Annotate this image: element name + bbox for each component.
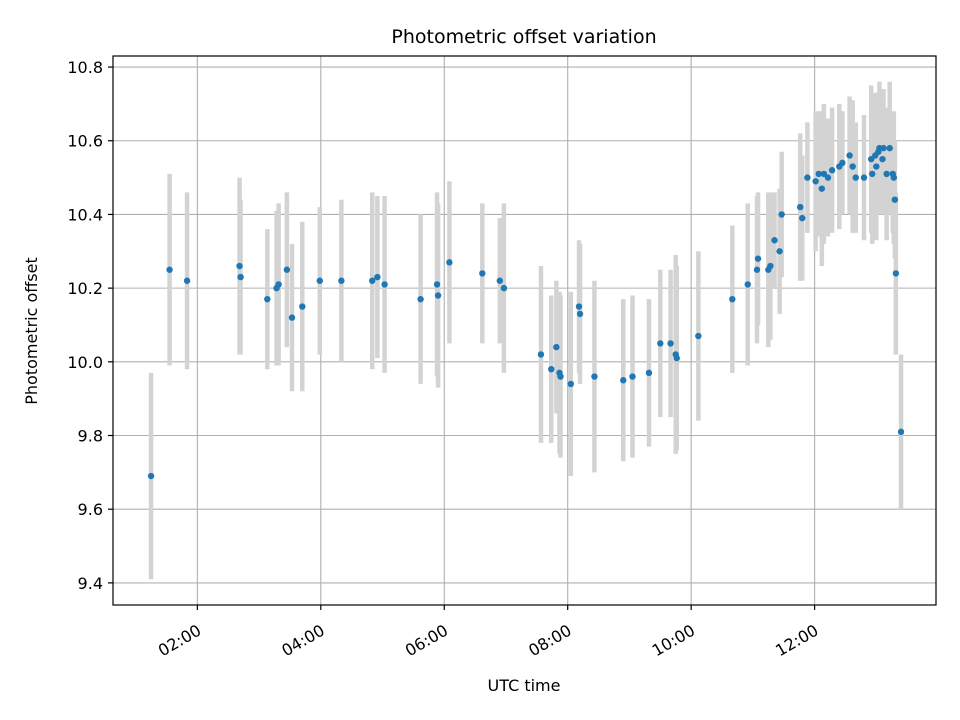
data-point (338, 277, 345, 284)
data-point (434, 292, 442, 299)
data-point (591, 373, 598, 380)
plot-frame (112, 55, 937, 606)
x-tick-label: 06:00 (402, 621, 451, 661)
x-tick-label: 12:00 (772, 621, 821, 661)
data-point (776, 248, 783, 255)
data-point (316, 277, 323, 284)
data-point (236, 262, 243, 270)
data-point (778, 211, 785, 218)
data-point (771, 237, 778, 244)
data-point (557, 373, 564, 380)
data-point (374, 273, 381, 281)
data-point (867, 155, 875, 163)
data-point (767, 262, 774, 270)
data-point (860, 174, 868, 181)
data-point (446, 259, 453, 266)
data-point (897, 428, 905, 436)
data-point (433, 281, 441, 288)
data-point (283, 266, 291, 273)
data-point (812, 178, 819, 185)
data-point (147, 472, 155, 480)
data-point (890, 174, 898, 181)
data-point (824, 174, 832, 181)
y-tick-label: 10.8 (67, 58, 103, 77)
data-point (645, 369, 653, 377)
data-point (753, 266, 761, 273)
data-points (147, 144, 905, 480)
data-point (667, 340, 674, 347)
data-point (237, 273, 244, 281)
data-point (183, 277, 191, 284)
data-point (537, 351, 545, 358)
data-point (673, 354, 680, 362)
data-point (820, 170, 828, 178)
data-point (880, 144, 887, 152)
data-point (729, 295, 736, 303)
data-point (744, 281, 751, 288)
data-point (797, 203, 804, 211)
y-tick-label: 10.0 (67, 353, 103, 372)
data-point (288, 314, 296, 321)
x-tick-label: 02:00 (155, 621, 204, 661)
y-tick-label: 10.4 (67, 205, 103, 224)
grid (113, 56, 936, 605)
data-point (369, 277, 376, 284)
x-axis-label: UTC time (488, 676, 561, 695)
data-point (839, 159, 846, 167)
data-point (166, 266, 173, 273)
data-point (846, 152, 853, 159)
data-point (879, 155, 886, 163)
x-tick-label: 10:00 (649, 621, 698, 661)
data-point (883, 170, 890, 178)
y-tick-label: 10.2 (67, 279, 103, 298)
data-point (695, 332, 702, 340)
data-point (479, 270, 486, 277)
data-point (496, 277, 504, 284)
error-bars (148, 81, 904, 580)
x-axis: 02:00 04:00 06:00 08:00 10:00 12:00 (155, 605, 822, 660)
data-point (417, 295, 424, 303)
x-tick-label: 08:00 (525, 621, 574, 661)
data-point (886, 144, 893, 152)
y-tick-label: 9.4 (78, 574, 103, 593)
chart-title: Photometric offset variation (391, 26, 656, 48)
data-point (629, 373, 636, 380)
data-point (500, 284, 508, 292)
x-tick-label: 04:00 (278, 621, 327, 661)
data-point (849, 163, 856, 170)
data-point (620, 377, 627, 384)
data-point (553, 343, 560, 351)
data-point (264, 295, 271, 303)
data-point (576, 310, 584, 318)
y-axis-label: Photometric offset (22, 257, 41, 405)
data-point (575, 303, 583, 310)
data-point (299, 303, 306, 310)
data-point (815, 170, 822, 178)
data-point (892, 270, 900, 277)
data-point (754, 255, 762, 262)
data-point (869, 170, 876, 178)
data-point (828, 167, 836, 174)
y-tick-label: 10.6 (67, 132, 103, 151)
data-point (567, 380, 574, 388)
y-axis: 9.4 9.6 9.8 10.0 10.2 10.4 10.6 10.8 (67, 58, 113, 593)
data-point (852, 174, 859, 181)
data-point (891, 196, 899, 203)
data-point (657, 340, 664, 347)
data-point (548, 365, 555, 373)
data-point (275, 281, 282, 288)
data-point (804, 174, 811, 181)
data-point (818, 185, 826, 192)
data-point (799, 214, 806, 222)
y-tick-label: 9.8 (78, 427, 103, 446)
y-tick-label: 9.6 (78, 500, 103, 519)
data-point (873, 163, 880, 170)
data-point (381, 281, 388, 288)
